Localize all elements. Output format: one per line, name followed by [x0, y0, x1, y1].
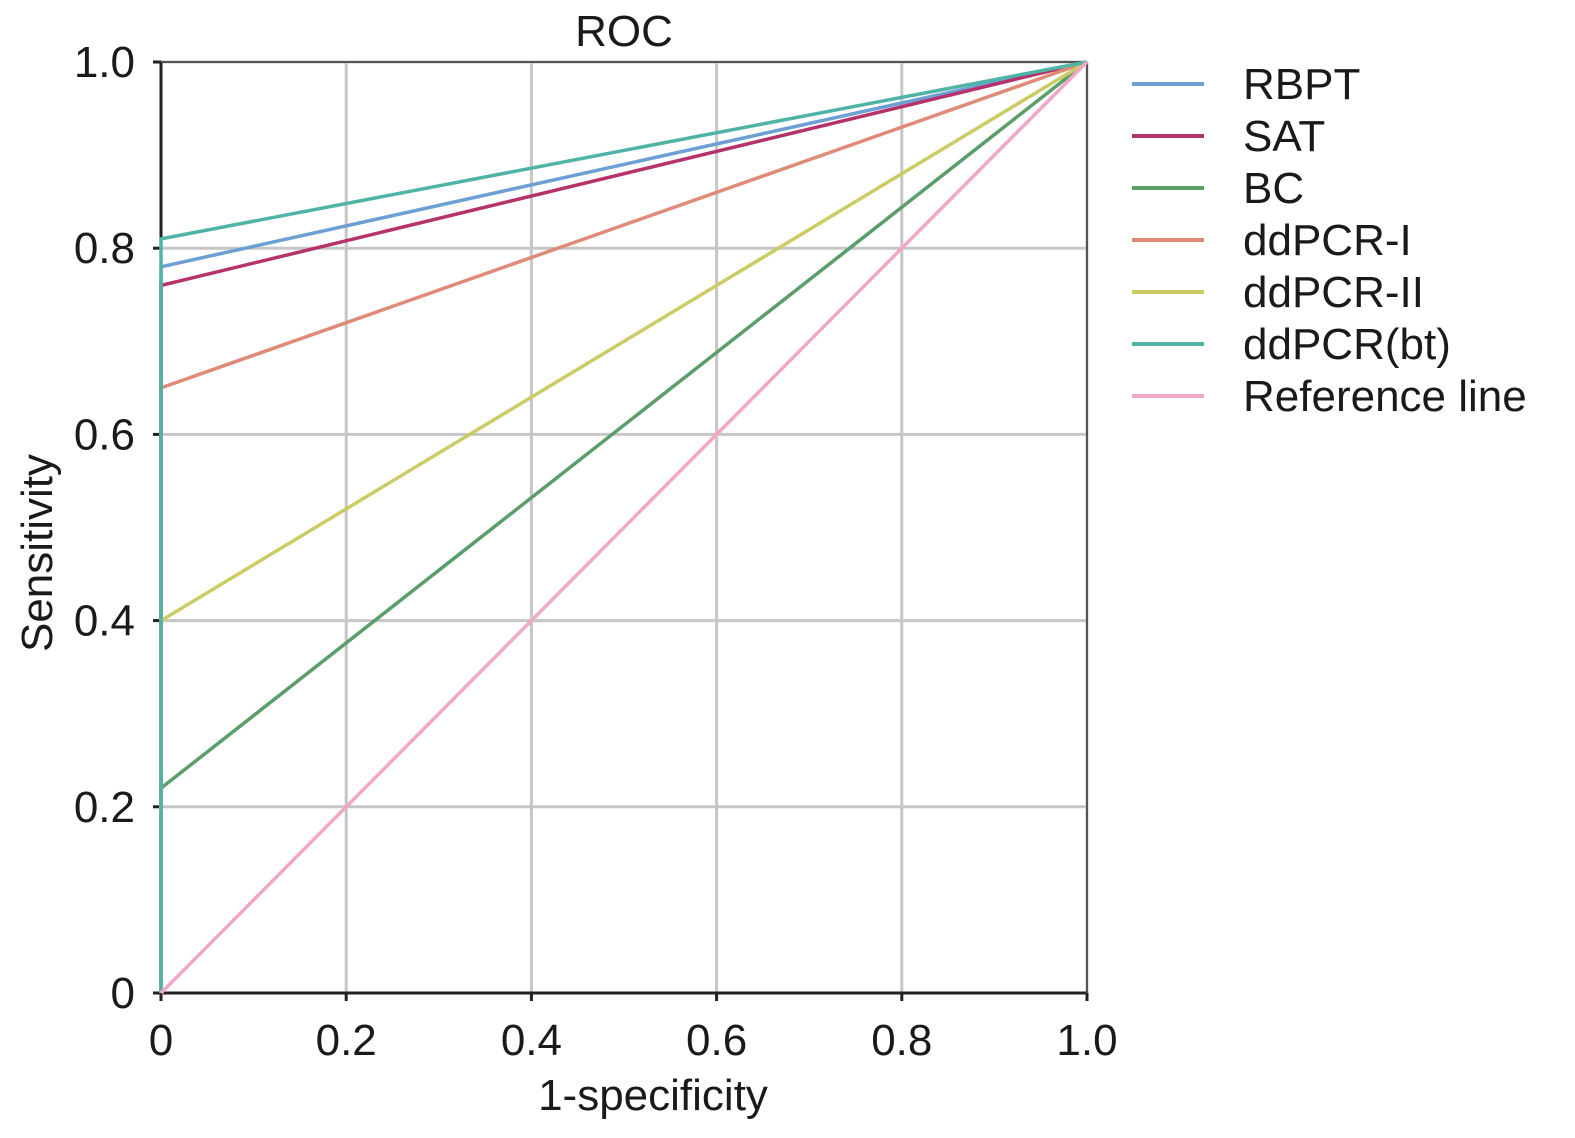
- x-tick-label: 0: [149, 1016, 173, 1065]
- legend-label-sat: SAT: [1243, 112, 1325, 161]
- x-tick-label: 0.6: [686, 1016, 747, 1065]
- tick-labels: 0 0.2 0.4 0.6 0.8 1.0 0 0.2 0.4 0.6 0.8 1.0: [74, 38, 1118, 1065]
- y-tick-label: 0.8: [74, 224, 135, 273]
- x-axis-title: 1-specificity: [538, 1071, 768, 1120]
- x-tick-label: 0.4: [501, 1016, 562, 1065]
- legend-label-ddpcr-i: ddPCR-I: [1243, 216, 1412, 265]
- series-line-reference-line: [159, 60, 1089, 995]
- legend-label-bc: BC: [1243, 164, 1304, 213]
- legend-label-reference-line: Reference line: [1243, 372, 1527, 421]
- legend-label-rbpt: RBPT: [1243, 60, 1360, 109]
- y-tick-label: 0.6: [74, 410, 135, 459]
- y-tick-label: 0.2: [74, 783, 135, 832]
- series-line-ddpcr-bt: [159, 60, 1088, 993]
- x-tick-label: 0.8: [871, 1016, 932, 1065]
- legend-label-ddpcr-bt: ddPCR(bt): [1243, 320, 1451, 369]
- y-tick-label: 0: [111, 969, 135, 1018]
- y-axis-title: Sensitivity: [13, 454, 62, 652]
- y-tick-label: 1.0: [74, 38, 135, 87]
- x-tick-label: 1.0: [1056, 1016, 1117, 1065]
- chart-title: ROC: [575, 7, 673, 56]
- x-tick-label: 0.2: [316, 1016, 377, 1065]
- legend-label-ddpcr-ii: ddPCR-II: [1243, 268, 1424, 317]
- legend: RBPTSATBCddPCR-IddPCR-IIddPCR(bt)Referen…: [1132, 60, 1527, 421]
- series-lines: [159, 60, 1089, 995]
- y-tick-label: 0.4: [74, 597, 135, 646]
